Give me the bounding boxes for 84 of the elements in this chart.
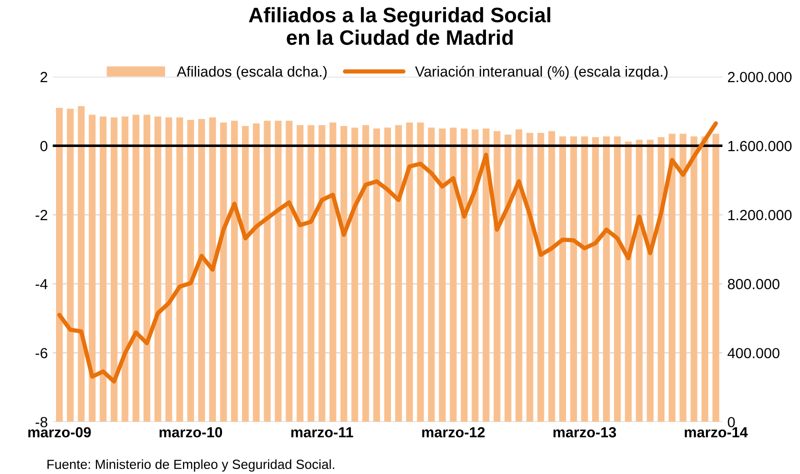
bar: [330, 122, 336, 422]
bar: [406, 122, 413, 422]
bar: [614, 136, 621, 422]
bar: [100, 116, 107, 422]
bar: [351, 128, 358, 422]
legend-label: Afiliados (escala dcha.): [176, 66, 327, 80]
bar: [636, 140, 643, 422]
x-tick-label: marzo-10: [160, 427, 222, 438]
bar: [516, 129, 522, 422]
bar: [66, 108, 74, 422]
x-tick-label: marzo-14: [684, 427, 748, 438]
y-tick-label: -2: [36, 210, 48, 220]
bar: [428, 128, 435, 422]
bar: [110, 117, 118, 422]
bar: [198, 119, 205, 422]
bar: [482, 128, 490, 422]
bar: [438, 128, 446, 422]
bar: [122, 116, 128, 422]
bar: [220, 122, 227, 422]
y2-tick-label: 1.600.000: [728, 140, 792, 152]
y2-tick-label: 2.000.000: [728, 72, 792, 82]
bar: [373, 128, 380, 422]
y2-tick-label: 1.200.000: [728, 210, 792, 220]
bar: [559, 136, 566, 422]
bar: [242, 126, 249, 422]
bar: [472, 129, 479, 422]
x-tick-label: marzo-13: [553, 427, 616, 438]
bar: [231, 120, 238, 422]
bar: [658, 137, 665, 422]
bar: [132, 114, 140, 422]
bar: [56, 108, 63, 422]
bar: [526, 132, 534, 422]
bar: [252, 123, 260, 422]
bar: [187, 120, 194, 422]
bar: [592, 137, 599, 422]
bar: [78, 106, 85, 422]
bar: [603, 136, 610, 422]
bar: [362, 125, 370, 422]
bar: [646, 140, 654, 422]
y-tick-label: 2: [40, 72, 48, 82]
y-tick-label: -8: [36, 416, 48, 428]
x-tick-label: marzo-09: [28, 427, 91, 438]
bar: [690, 136, 698, 422]
bar: [176, 117, 184, 422]
bar: [340, 126, 348, 422]
bar: [668, 134, 676, 422]
bar: [460, 128, 468, 422]
y-tick-label: -6: [36, 348, 48, 358]
y2-tick-label: 400.000: [728, 348, 780, 358]
y2-tick-label: 800.000: [728, 278, 780, 290]
bar: [504, 134, 512, 422]
bar: [395, 125, 402, 422]
legend-label: Variación interanual (%) (escala izqda.): [415, 66, 668, 80]
bar: [165, 117, 172, 422]
bar: [318, 125, 326, 422]
bar: [417, 122, 424, 422]
x-tick-label: marzo-11: [291, 427, 354, 438]
bar: [494, 131, 500, 422]
chart-title: Afiliados a la Seguridad Social en la Ciudad de Madrid: [248, 7, 550, 45]
bar: [308, 125, 314, 422]
bar: [712, 134, 720, 422]
x-tick-label: marzo-12: [422, 427, 485, 438]
line-series: [57, 121, 718, 384]
source-note: Fuente: Ministerio de Empleo y Seguridad Social.: [47, 459, 334, 472]
bar: [581, 136, 588, 422]
bar: [154, 116, 162, 422]
bar: [209, 117, 216, 422]
bar: [702, 136, 708, 422]
bar: [548, 131, 556, 422]
bar: [450, 128, 457, 422]
bar: [264, 120, 271, 422]
y-tick-label: -4: [36, 279, 48, 290]
bar: [296, 125, 304, 422]
y2-tick-label: 0: [728, 416, 735, 428]
bar: [286, 120, 293, 422]
bar: [384, 128, 391, 422]
bar: [624, 141, 632, 422]
bar: [537, 132, 544, 422]
bar: [144, 114, 150, 422]
y-tick-label: 0: [40, 140, 48, 152]
bar: [570, 136, 577, 422]
bar: [88, 114, 96, 422]
bar: [680, 134, 686, 422]
bar: [274, 120, 282, 422]
